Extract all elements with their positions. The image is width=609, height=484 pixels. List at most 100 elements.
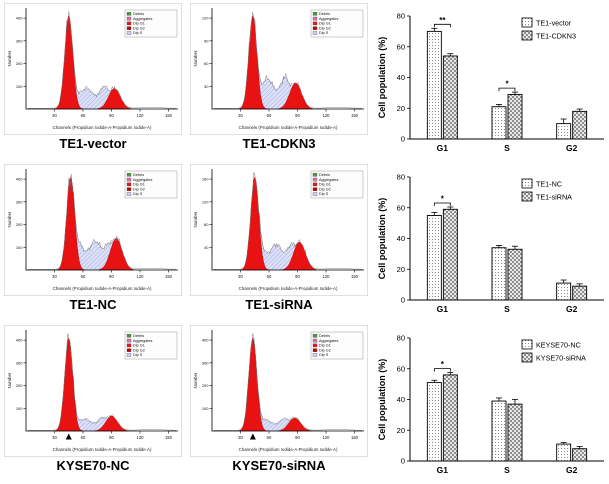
- raw-histogram-curve: [213, 172, 363, 270]
- x-tick-label: 60: [267, 274, 272, 279]
- g2-peak: [97, 88, 132, 110]
- y-tick-label: 400: [16, 177, 23, 182]
- significance-bracket: [433, 367, 451, 372]
- bar-TE1-NC-S: [491, 246, 507, 300]
- bar-TE1-NC-G2: [556, 282, 572, 300]
- flow-panel-title: TE1-vector: [59, 136, 127, 151]
- legend-label: Dip G2: [319, 348, 331, 352]
- legend-label: Aggregates: [319, 339, 339, 343]
- legend-swatch: [126, 26, 132, 30]
- legend-label: Dip G2: [319, 187, 331, 191]
- significance-label: *: [505, 79, 509, 88]
- legend-swatch: [126, 12, 132, 16]
- axes: [25, 330, 178, 432]
- x-tick-label: 90: [109, 435, 114, 440]
- legend-swatch: [312, 16, 318, 21]
- y-tick-label: 40: [397, 73, 405, 82]
- significance-label: *: [441, 360, 445, 369]
- significance-bracket: [498, 87, 516, 91]
- legend-label: TE1-CDKN3: [536, 31, 576, 40]
- legend-box: [310, 170, 364, 199]
- x-axis-label: Channels (Propidium Iodide-A-Propidium I…: [239, 286, 338, 291]
- flow-panel-title: TE1-siRNA: [245, 297, 313, 312]
- chart-legend: TE1-vector TE1-CDKN3: [521, 17, 576, 40]
- x-tick-label: 120: [137, 435, 145, 440]
- y-axis-label: Number: [7, 50, 12, 67]
- category-label: G1: [437, 304, 449, 314]
- bar-chart-svg: 0 20 40 60 80 Cell population (%) G1 S G2 KEYSE70…: [377, 333, 604, 475]
- y-tick-label: 200: [16, 222, 23, 227]
- y-tick-label: 100: [16, 406, 23, 411]
- bar-KYSE70-siRNA-G1: [442, 373, 458, 461]
- legend-swatch: [312, 348, 318, 352]
- legend-label: Dip G1: [133, 183, 145, 187]
- y-tick-label: 60: [397, 203, 405, 212]
- flow-histogram-svg: 30 60 90 120 150 100 200 300 400 Channels (Propid…: [4, 325, 182, 457]
- bar-chart-te1-nc-vs-sirna: 0 20 40 60 80 Cell population (%) G1 S G2 TE1-NC T…: [372, 161, 609, 322]
- y-tick-label: 90: [204, 38, 209, 43]
- y-tick-label: 400: [202, 338, 209, 343]
- flow-panel-title: TE1-CDKN3: [242, 136, 316, 151]
- bar-TE1-NC-G1: [426, 214, 442, 300]
- legend-swatch: [312, 192, 318, 196]
- flow-panel-te1-cdkn3: 30 60 90 120 150 30 60 90 120 Channels (Propidium…: [186, 0, 372, 161]
- flow-histogram: 30 60 90 120 150 100 200 300 400 Channels (Propid…: [190, 325, 368, 457]
- x-axis-label: Channels (Propidium Iodide-A-Propidium I…: [53, 125, 152, 130]
- x-tick-label: 30: [238, 113, 243, 118]
- legend-label: Debris: [319, 334, 330, 338]
- y-tick-label: 300: [16, 38, 23, 43]
- axes: [25, 8, 178, 110]
- legend-swatch: [312, 334, 318, 338]
- y-tick-label: 20: [397, 425, 405, 434]
- legend-label: Debris: [319, 12, 330, 16]
- y-tick-label: 80: [397, 333, 405, 342]
- category-label: S: [504, 465, 510, 475]
- flow-histogram: 30 60 90 120 150 40 80 120 160 Channels (Propidiu…: [190, 164, 368, 296]
- legend-label: Dip G2: [319, 26, 331, 30]
- x-tick-label: 90: [109, 274, 114, 279]
- legend-label: TE1-vector: [536, 18, 572, 27]
- y-tick-label: 400: [16, 16, 23, 21]
- y-tick-label: 30: [204, 84, 209, 89]
- legend-swatch: [312, 12, 318, 16]
- y-tick-label: 200: [202, 383, 209, 388]
- legend-label: Dip G1: [133, 344, 145, 348]
- y-tick-label: 200: [16, 61, 23, 66]
- legend-swatch: [126, 182, 132, 187]
- bar-TE1-CDKN3-G1: [442, 55, 458, 139]
- category-label: G2: [566, 465, 578, 475]
- legend-box: [124, 331, 178, 360]
- bar-chart-column: 0 20 40 60 80 Cell population (%) G1 S G2 TE1-vec…: [372, 0, 609, 484]
- bar-TE1-vector-S: [491, 105, 507, 139]
- legend-swatch: [312, 173, 318, 177]
- y-tick-label: 200: [16, 383, 23, 388]
- flow-panel-te1-nc: 30 60 90 120 150 100 200 300 400 Channels (Propid…: [0, 161, 186, 322]
- y-tick-label: 0: [401, 456, 405, 465]
- flow-histogram: 30 60 90 120 150 30 60 90 120 Channels (Propidium…: [190, 3, 368, 135]
- legend-label: Dip G2: [133, 187, 145, 191]
- x-tick-label: 90: [295, 113, 300, 118]
- bar-chart-kyse70-nc-vs-sirna: 0 20 40 60 80 Cell population (%) G1 S G2 KEYSE70…: [372, 322, 609, 483]
- x-tick-label: 30: [238, 274, 243, 279]
- y-tick-label: 300: [16, 360, 23, 365]
- category-label: G2: [566, 304, 578, 314]
- legend-label: Dip G1: [133, 22, 145, 26]
- y-tick-label: 40: [397, 395, 405, 404]
- y-tick-label: 160: [202, 177, 209, 182]
- legend-swatch: [521, 178, 533, 188]
- legend-label: Aggregates: [133, 17, 153, 21]
- g1-peak: [238, 337, 268, 432]
- y-axis-label: Number: [7, 372, 12, 389]
- legend-swatch: [312, 31, 318, 35]
- legend-swatch: [126, 192, 132, 196]
- x-tick-label: 30: [238, 435, 243, 440]
- y-tick-label: 60: [397, 364, 405, 373]
- flow-panel-kyse70-sirna: 30 60 90 120 150 100 200 300 400 Channels (Propid…: [186, 322, 372, 484]
- g2-peak: [278, 82, 313, 110]
- category-label: S: [504, 143, 510, 153]
- bar-TE1-siRNA-S: [507, 248, 523, 300]
- y-axis-label: Cell population (%): [377, 36, 387, 118]
